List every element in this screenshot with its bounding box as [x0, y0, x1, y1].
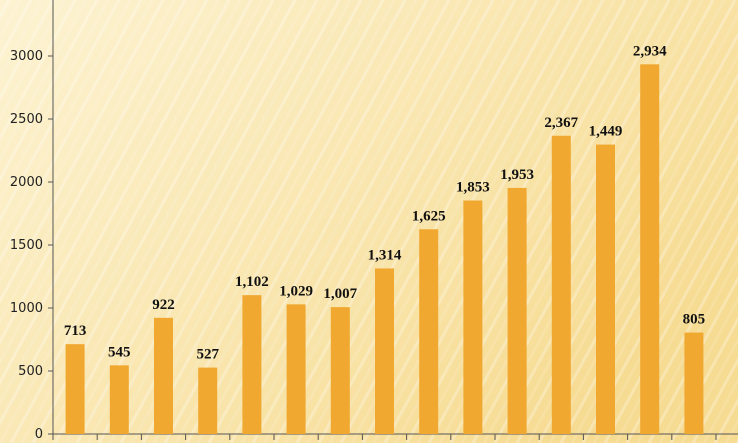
data-label: 805: [683, 312, 706, 328]
background-ray: [0, 0, 121, 223]
data-label: 1,007: [323, 286, 357, 302]
bar: [640, 64, 660, 434]
background-ray: [317, 0, 561, 443]
bar: [286, 304, 306, 434]
data-label: 2,367: [544, 115, 578, 131]
background-ray: [581, 153, 738, 443]
data-label: 1,314: [368, 247, 402, 263]
background-ray: [0, 0, 165, 305]
bar: [154, 317, 173, 434]
background-ray: [636, 255, 738, 443]
data-label: 713: [64, 323, 87, 339]
data-labels: 713 545 922 527 1,102 1,029 1,007 1,314 1,625 1,8…: [64, 43, 705, 362]
background-ray: [0, 0, 88, 162]
data-label: 1,029: [279, 283, 313, 299]
data-label: 545: [108, 344, 131, 360]
background-ray: [0, 0, 198, 365]
background-ray: [372, 0, 616, 443]
background-ray: [0, 0, 44, 81]
y-tick-label: 3000: [10, 49, 43, 64]
data-label: 1,449: [589, 124, 623, 140]
background-ray: [0, 0, 99, 183]
background-ray: [460, 0, 704, 443]
y-tick-label: 2000: [10, 175, 43, 190]
bar: [596, 144, 615, 434]
data-label: 1,953: [500, 167, 534, 183]
data-label: 922: [152, 297, 175, 313]
background-ray: [97, 0, 341, 443]
y-tick-label: 0: [35, 427, 43, 442]
bar: [507, 187, 527, 434]
background-ray: [53, 0, 297, 443]
data-label: 2,934: [633, 43, 667, 59]
background-ray: [669, 316, 738, 443]
background-ray: [0, 0, 143, 264]
background-ray: [240, 0, 484, 443]
background-ray: [405, 0, 649, 443]
bar: [242, 295, 262, 434]
bar: [551, 135, 571, 434]
background-ray: [592, 174, 738, 443]
data-label: 1,625: [412, 208, 446, 224]
background-ray: [691, 356, 738, 443]
background-ray: [416, 0, 660, 443]
background-ray: [0, 0, 110, 203]
y-tick-label: 1000: [10, 301, 43, 316]
background-ray: [0, 0, 77, 142]
y-tick-label: 500: [18, 364, 43, 379]
background-ray: [185, 0, 429, 443]
bar: [375, 268, 394, 434]
background-ray: [0, 0, 231, 426]
background-ray: [196, 0, 440, 443]
bar: [684, 332, 704, 434]
background-ray: [680, 336, 738, 443]
data-label: 1,853: [456, 180, 490, 196]
data-label: 1,102: [235, 274, 269, 290]
background-ray: [0, 0, 66, 122]
bar: [109, 365, 129, 434]
background-ray: [284, 0, 528, 443]
background-ray: [0, 0, 187, 345]
data-label: 527: [196, 347, 219, 363]
bar: [463, 200, 483, 434]
background-ray: [64, 0, 308, 443]
background-ray: [108, 0, 352, 443]
bar: [65, 344, 85, 434]
bars: [65, 64, 704, 434]
background-ray: [141, 0, 385, 443]
background-ray: [0, 0, 176, 325]
background-ray: [0, 0, 242, 443]
background-ray: [361, 0, 605, 443]
y-tick-label: 2500: [10, 112, 43, 127]
background-ray: [625, 234, 738, 443]
background-ray: [0, 0, 132, 244]
background-ray: [0, 0, 220, 406]
background-ray: [229, 0, 473, 443]
background-ray: [0, 0, 209, 386]
background-ray: [328, 0, 572, 443]
background-ray: [152, 0, 396, 443]
bar: [198, 367, 218, 434]
background-ray: [0, 0, 154, 284]
bar: [330, 307, 350, 434]
background-ray: [504, 11, 738, 443]
bar: [419, 229, 439, 434]
background-ray: [9, 0, 253, 443]
background-ray: [273, 0, 517, 443]
y-tick-label: 1500: [10, 238, 43, 253]
background-ray: [0, 0, 55, 101]
background-ray: [20, 0, 264, 443]
background-ray: [548, 92, 738, 443]
